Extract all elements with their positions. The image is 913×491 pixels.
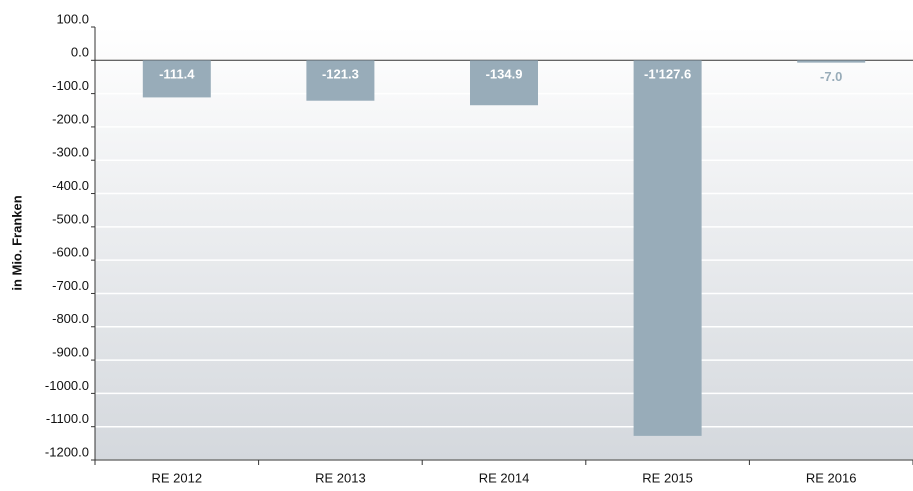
bar <box>797 60 866 63</box>
x-tick-label: RE 2013 <box>315 470 366 485</box>
y-tick-label: -1000.0 <box>45 378 89 393</box>
y-tick-label: -400.0 <box>52 178 89 193</box>
value-label: -121.3 <box>322 67 359 82</box>
y-axis-label: in Mio. Franken <box>9 195 24 290</box>
bar <box>306 60 375 101</box>
bar <box>142 60 211 98</box>
bar <box>633 60 702 436</box>
y-tick-label: 100.0 <box>56 11 89 26</box>
y-tick-label: -500.0 <box>52 211 89 226</box>
y-tick-label: -700.0 <box>52 278 89 293</box>
x-tick-label: RE 2016 <box>806 470 857 485</box>
y-tick-label: -1100.0 <box>46 411 89 426</box>
value-label: -111.4 <box>159 67 195 82</box>
x-tick-label: RE 2014 <box>479 470 530 485</box>
y-tick-label: -800.0 <box>52 311 89 326</box>
x-tick-label: RE 2015 <box>642 470 693 485</box>
y-tick-label: -300.0 <box>52 145 89 160</box>
y-tick-label: -200.0 <box>52 111 89 126</box>
y-tick-label: -600.0 <box>52 245 89 260</box>
bar <box>470 60 538 106</box>
y-tick-label: 0.0 <box>71 45 89 60</box>
x-tick-label: RE 2012 <box>152 470 203 485</box>
value-label: -1'127.6 <box>644 67 691 82</box>
y-tick-label: -900.0 <box>52 345 89 360</box>
value-label: -134.9 <box>486 67 523 82</box>
y-tick-label: -100.0 <box>52 78 89 93</box>
value-label: -7.0 <box>820 69 842 84</box>
y-tick-label: -1200.0 <box>45 444 89 459</box>
